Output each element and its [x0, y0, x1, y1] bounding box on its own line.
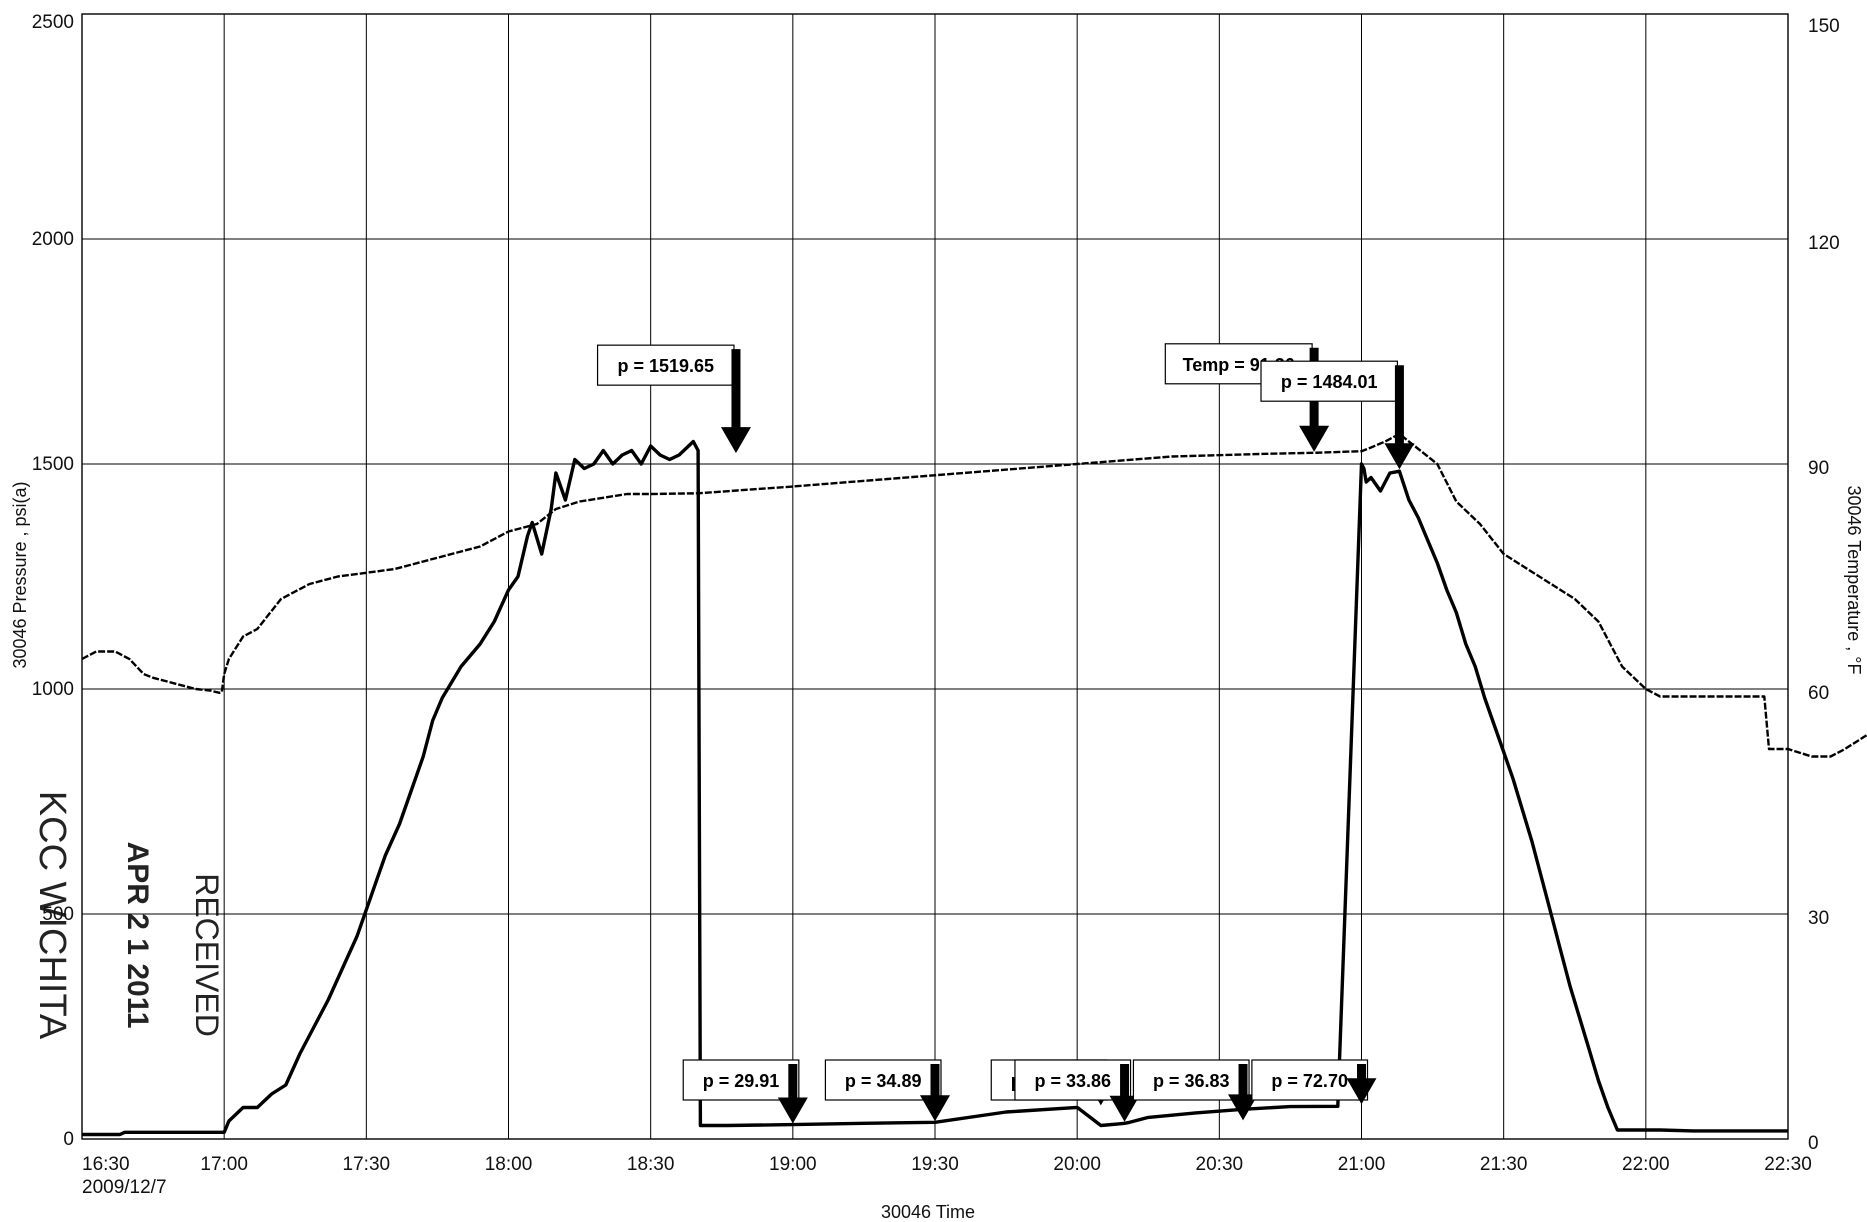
annotation-arrow-head: [777, 1097, 808, 1124]
y-tick-label: 1000: [32, 679, 74, 700]
x-axis-title: 30046 Time: [881, 1202, 975, 1222]
temperature-series-line: [81, 432, 1867, 758]
stamp-line-date: APR 2 1 2011: [121, 842, 154, 1029]
annotation-arrow-head: [920, 1095, 950, 1122]
x-tick-label: 20:30: [1196, 1154, 1244, 1175]
annotation-label: p = 1484.01: [1281, 372, 1378, 392]
x-tick-label: 18:00: [485, 1154, 533, 1175]
y2-tick-label: 0: [1808, 1133, 1819, 1154]
annotation: p = 36.83: [1132, 1059, 1259, 1121]
annotation-box: [1260, 360, 1399, 402]
annotation-label: p = 34.89: [845, 1071, 922, 1091]
annotation-arrow-head: [1299, 425, 1330, 452]
y2-tick-label: 120: [1808, 233, 1840, 254]
series-layer: [81, 432, 1867, 1137]
x-tick-label: 22:30: [1764, 1154, 1812, 1175]
y-axis-title: 30046 Pressure , psi(a): [10, 481, 30, 668]
annotation-box: [682, 1059, 800, 1101]
y2-axis-title: 30046 Temperature , °F: [1844, 486, 1864, 675]
y2-tick-label: 150: [1808, 16, 1840, 37]
annotation-box: [824, 1059, 942, 1101]
tick-labels: 16:30 17:00 17:30 18:00 18:30 19:00 19:30 20:00…: [32, 12, 1840, 1175]
x-tick-label: 21:30: [1480, 1154, 1528, 1175]
y-tick-label: 2000: [32, 229, 74, 250]
annotation-arrow-head: [1346, 1078, 1377, 1105]
annotation-label: p = 36.83: [1153, 1071, 1230, 1091]
annotation: p = 1519.65: [596, 344, 751, 454]
y-tick-label: 500: [42, 904, 74, 925]
x-tick-label: 19:30: [911, 1154, 959, 1175]
annotation-label: p = 72.70: [1271, 1071, 1348, 1091]
annotation-arrow-head: [1109, 1095, 1140, 1122]
y2-tick-label: 90: [1808, 458, 1829, 479]
annotation-label: p = 29.91: [703, 1071, 780, 1091]
pressure-series-line: [82, 439, 1788, 1137]
y-tick-label: 1500: [32, 454, 74, 475]
stamp-line-kcc-wichita: KCC WICHITA: [31, 791, 73, 1040]
x-tick-label: 22:00: [1622, 1154, 1670, 1175]
x-start-date-label: 2009/12/7: [82, 1177, 167, 1198]
annotation-layer: p = 1519.65p = 29.91p = 34.89p = 70.22p …: [596, 343, 1415, 1124]
y-tick-label: 2500: [32, 12, 74, 33]
x-tick-label: 20:00: [1053, 1154, 1101, 1175]
y2-tick-label: 60: [1808, 683, 1829, 704]
annotation: p = 34.89: [824, 1059, 950, 1122]
x-tick-label: 17:30: [343, 1154, 391, 1175]
annotation-label: p = 33.86: [1034, 1071, 1111, 1091]
annotation-box: [1014, 1059, 1132, 1101]
annotation: p = 33.86: [1014, 1059, 1140, 1122]
annotation-label: p = 1519.65: [617, 356, 714, 376]
received-stamp: RECEIVED APR 2 1 2011 KCC WICHITA: [31, 791, 225, 1040]
y-tick-label: 0: [63, 1129, 74, 1150]
annotation-arrow-head: [1228, 1094, 1259, 1121]
annotation: p = 72.70: [1251, 1059, 1377, 1105]
annotation: p = 1484.01: [1260, 360, 1415, 470]
grid: [81, 13, 1789, 1140]
x-tick-label: 17:00: [200, 1154, 248, 1175]
annotation-arrow-head: [720, 427, 751, 454]
x-tick-label: 16:30: [82, 1154, 130, 1175]
x-tick-label: 19:00: [769, 1154, 817, 1175]
annotation-arrow-head: [1384, 443, 1415, 470]
annotation: p = 29.91: [682, 1059, 808, 1124]
x-tick-label: 21:00: [1338, 1154, 1386, 1175]
x-tick-label: 18:30: [627, 1154, 675, 1175]
stamp-line-received: RECEIVED: [189, 873, 225, 1037]
y2-tick-label: 30: [1808, 908, 1829, 929]
annotation-box: [1132, 1059, 1250, 1101]
